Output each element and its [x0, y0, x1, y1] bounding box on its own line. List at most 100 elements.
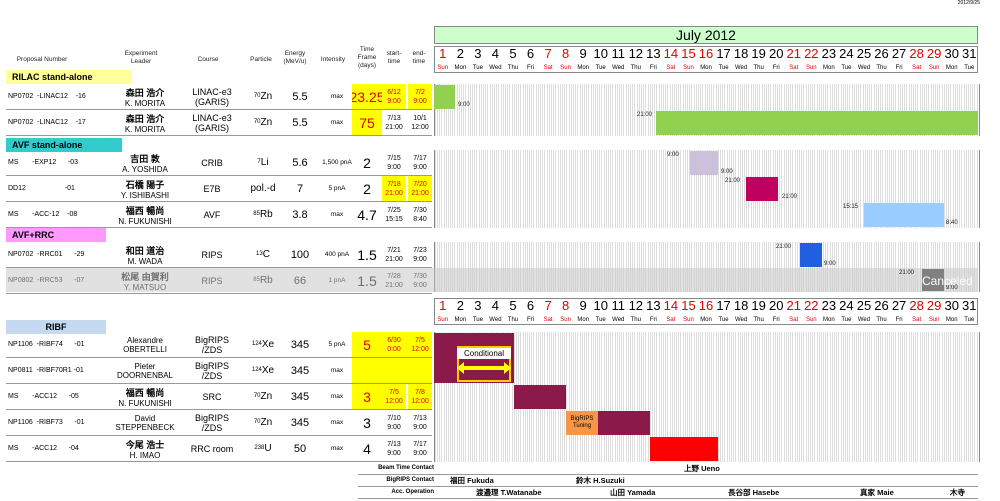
- start-clock: 0:00: [387, 345, 401, 353]
- weekday: Fri: [772, 65, 780, 71]
- day-number: 24: [839, 46, 854, 61]
- weekday: Tue: [595, 317, 606, 323]
- particle-isotope: 85: [253, 210, 260, 217]
- start-date: 7/18: [387, 180, 401, 188]
- intensity: 400 pnA: [324, 250, 350, 258]
- day-number: 10: [593, 46, 608, 61]
- course: CRIB: [201, 157, 223, 168]
- start-time: 7/18 21:00: [382, 176, 406, 201]
- proposal-number: NP1106 -RIBF74 -01: [8, 341, 85, 348]
- day-number: 18: [733, 46, 749, 61]
- start-clock: 9:00: [387, 163, 401, 171]
- day-number: 1: [439, 46, 447, 61]
- particle-element: pol.-d: [250, 183, 276, 194]
- course: LINAC-e3 (GARIS): [192, 86, 232, 107]
- time-frame: 4: [363, 440, 371, 457]
- weekday: Wed: [857, 317, 871, 323]
- weekday: Sun: [928, 65, 940, 71]
- end-clock: 12:00: [411, 345, 429, 353]
- table-row: NP1106 -RIBF74 -01 Alexandre OBERTELLI B…: [6, 332, 432, 358]
- leader-jp: 石橋 陽子: [125, 179, 165, 190]
- day-number: 9: [579, 298, 587, 313]
- weekday: Thu: [507, 65, 519, 71]
- table-row: NP0702 -RRC01 -29 和田 道治 M. WADA RIPS 13 C…: [6, 242, 432, 268]
- course: AVF: [203, 209, 221, 220]
- end-time: 7/13 9:00: [408, 410, 432, 435]
- weekday: Fri: [895, 65, 903, 71]
- weekday: Wed: [489, 317, 502, 323]
- table-row: NP0702 -LINAC12 -17 森田 浩介 K. MORITA LINA…: [6, 110, 432, 136]
- intensity: max: [330, 92, 344, 100]
- bar-rips-matsuo: [922, 269, 944, 291]
- leader-jp: 森田 浩介: [125, 113, 165, 124]
- day-number: 27: [891, 298, 907, 313]
- end-clock: 9:00: [413, 255, 427, 263]
- time-frame: 3: [352, 384, 382, 409]
- particle: pol.-d: [244, 176, 282, 201]
- intensity: max: [330, 418, 344, 426]
- day-number: 20: [768, 46, 784, 61]
- end-date: 10/1: [413, 114, 427, 122]
- particle-element: Zn: [260, 117, 273, 128]
- weekday: Wed: [735, 317, 748, 323]
- weekday: Sun: [437, 317, 449, 323]
- day-number: 2: [456, 298, 464, 313]
- header-timeframe: Time Frame (days): [357, 46, 377, 69]
- leader-en: K. MORITA: [124, 98, 166, 108]
- weekday: Sun: [560, 317, 571, 323]
- footer-acc-name-1: 渡邉理 T.Watanabe: [476, 488, 542, 497]
- bar-avf: [864, 203, 944, 227]
- day-number: 28: [909, 46, 924, 61]
- day-number: 27: [891, 46, 907, 61]
- day-number: 9: [579, 46, 587, 61]
- end-date: 7/2: [415, 88, 425, 96]
- end-date: 7/8: [415, 388, 425, 396]
- experiment-leader: Pieter DOORNENBAL: [110, 358, 180, 383]
- header-energy: Energy (MeV/u): [283, 50, 307, 65]
- leader-en: A. YOSHIDA: [122, 164, 168, 174]
- particle-isotope: 13: [256, 250, 263, 257]
- end-time: 7/17 9:00: [408, 436, 432, 461]
- footer-acc: Acc. Operation 渡邉理 T.Watanabe 山田 Yamada …: [358, 487, 978, 499]
- bar-rips-matsuo-end: 9:00: [946, 285, 958, 291]
- start-time: 7/13 9:00: [382, 436, 406, 461]
- weekday: Fri: [649, 317, 657, 323]
- day-number: 3: [474, 46, 482, 61]
- weekday: Mon: [577, 65, 589, 71]
- particle: 70 Zn: [244, 410, 282, 435]
- start-date: 6/30: [387, 336, 401, 344]
- time-frame: 4.7: [357, 206, 377, 223]
- particle-element: Rb: [259, 209, 273, 220]
- arrow-right-icon: [504, 362, 511, 374]
- end-time: 7/2 9:00: [408, 84, 432, 109]
- end-time: 7/20 21:00: [408, 176, 432, 201]
- end-time: 7/30 8:40: [408, 202, 432, 227]
- leader-en: N. FUKUNISHI: [118, 398, 172, 408]
- header-start: start-time: [386, 50, 402, 65]
- day-number: 16: [698, 46, 714, 61]
- energy: 5.5: [292, 116, 308, 129]
- start-date: 7/13: [387, 114, 401, 122]
- header-course: Course: [197, 56, 219, 63]
- weekday: Sat: [543, 65, 553, 71]
- experiment-leader: 福西 暢尚 N. FUKUNISHI: [110, 202, 180, 227]
- day-number: 14: [663, 298, 679, 313]
- course: RRC room: [190, 443, 234, 454]
- start-clock: 15:15: [385, 215, 403, 223]
- start-time: 7/25 15:15: [382, 202, 406, 227]
- end-clock: 8:40: [413, 215, 427, 223]
- day-number: 11: [611, 46, 626, 61]
- end-date: 7/17: [413, 154, 427, 162]
- energy: 50: [293, 442, 307, 455]
- start-clock: 21:00: [385, 189, 403, 197]
- leader-jp: 和田 道治: [125, 245, 165, 256]
- end-time: 7/8 12:00: [408, 384, 432, 409]
- particle: 70 Zn: [244, 110, 282, 135]
- weekday: Thu: [630, 317, 641, 323]
- intensity: max: [330, 210, 344, 218]
- day-number: 8: [562, 298, 570, 313]
- day-number: 7: [544, 298, 552, 313]
- footer-bigrips-name-2: 鈴木 H.Suzuki: [576, 476, 625, 485]
- end-clock: 9:00: [413, 97, 427, 105]
- bar-rrc-room: [650, 437, 718, 461]
